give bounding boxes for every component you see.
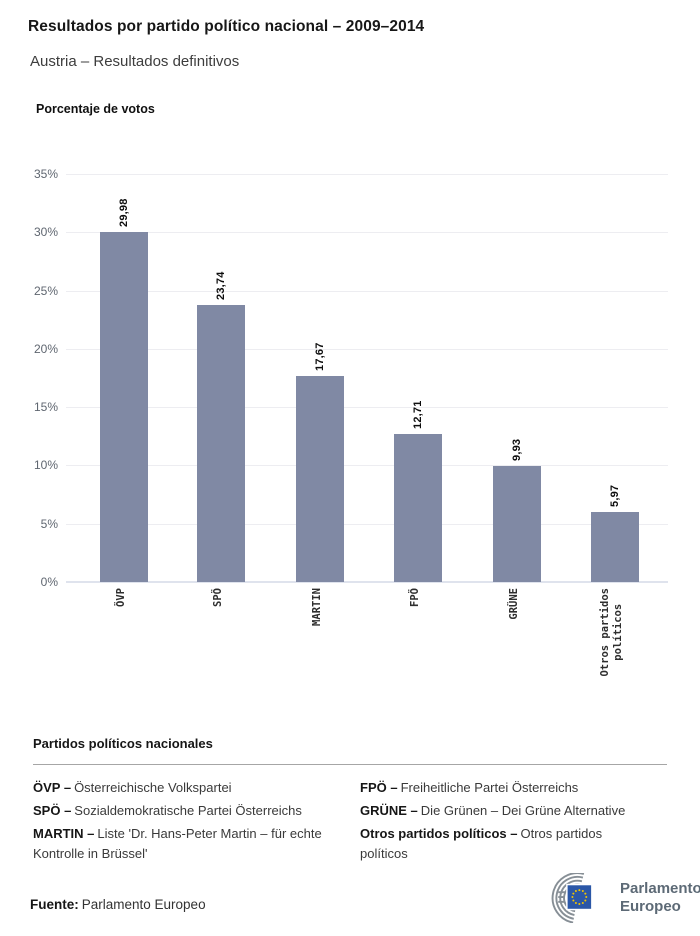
ep-logo-text-line1: Parlamento bbox=[620, 880, 700, 897]
y-tick-15: 15% bbox=[33, 400, 58, 415]
legend-item-grune: GRÜNE – Die Grünen – Dei Grüne Alternativ… bbox=[360, 801, 667, 821]
gridline-10 bbox=[66, 465, 668, 467]
legend-item-ovp: ÖVP – Österreichische Volkspartei bbox=[33, 778, 360, 798]
european-parliament-hemicycle-icon bbox=[551, 873, 593, 923]
ep-logo-text: Parlamento Europeo bbox=[620, 880, 700, 916]
x-tick-fpo: FPÖ bbox=[408, 588, 421, 607]
gridline-35 bbox=[66, 173, 668, 175]
y-tick-25: 25% bbox=[33, 283, 58, 298]
legend-item-spo: SPÖ – Sozialdemokratische Partei Österrei… bbox=[33, 801, 360, 821]
bar-martin bbox=[296, 375, 344, 582]
y-tick-20: 20% bbox=[33, 341, 58, 356]
bar-value-fpo: 12,71 bbox=[412, 400, 424, 429]
y-tick-0: 0% bbox=[40, 575, 58, 589]
legend-item-martin: MARTIN – Liste 'Dr. Hans-Peter Martin – f… bbox=[33, 824, 360, 864]
bar-spo bbox=[197, 305, 245, 582]
chart-title: Porcentaje de votos bbox=[36, 102, 155, 116]
bar-value-grune: 9,93 bbox=[511, 438, 523, 462]
x-tick-spo: SPÖ bbox=[211, 588, 224, 607]
legend-term: GRÜNE – bbox=[360, 803, 418, 818]
page-title: Resultados por partido político nacional… bbox=[28, 18, 425, 35]
legend-item-otros: Otros partidos políticos – Otros partidos… bbox=[360, 824, 667, 864]
ep-logo: Parlamento Europeo bbox=[516, 873, 700, 923]
y-tick-30: 30% bbox=[33, 225, 58, 240]
legend: Partidos políticos nacionales ÖVP – Öster… bbox=[33, 736, 667, 864]
bar-value-martin: 17,67 bbox=[314, 342, 326, 371]
legend-term: SPÖ – bbox=[33, 803, 72, 818]
x-tick-martin: MARTIN bbox=[310, 588, 323, 626]
source-label: Fuente: bbox=[30, 897, 79, 912]
page-subtitle: Austria – Resultados definitivos bbox=[30, 53, 240, 70]
bar-ovp bbox=[100, 232, 148, 582]
legend-definition: Sozialdemokratische Partei Österreichs bbox=[74, 803, 302, 818]
legend-definition: Otros partidos políticos bbox=[360, 826, 603, 861]
gridline-0 bbox=[66, 581, 668, 583]
gridline-25 bbox=[66, 290, 668, 292]
ep-logo-text-line2: Europeo bbox=[620, 898, 681, 915]
y-tick-5: 5% bbox=[40, 516, 58, 531]
legend-item-fpo: FPÖ – Freiheitliche Partei Österreichs bbox=[360, 778, 667, 798]
y-tick-10: 10% bbox=[33, 458, 58, 473]
x-tick-otros: Otros partidos políticos bbox=[599, 588, 624, 677]
legend-title: Partidos políticos nacionales bbox=[33, 736, 213, 751]
legend-term: MARTIN – bbox=[33, 826, 95, 841]
legend-grid: ÖVP – Österreichische Volkspartei SPÖ – So… bbox=[33, 778, 667, 864]
bar-value-spo: 23,74 bbox=[215, 271, 227, 301]
eu-flag-stars bbox=[571, 889, 588, 905]
bar-value-otros: 5,97 bbox=[609, 485, 621, 508]
bar-fpo bbox=[394, 433, 442, 582]
legend-term: FPÖ – bbox=[360, 780, 398, 795]
bar-otros bbox=[591, 512, 639, 582]
gridline-5 bbox=[66, 523, 668, 525]
y-tick-35: 35% bbox=[33, 166, 58, 181]
gridline-20 bbox=[66, 348, 668, 350]
bar-value-ovp: 29,98 bbox=[118, 198, 130, 228]
x-tick-grune: GRÜNE bbox=[507, 588, 520, 620]
legend-term: ÖVP – bbox=[33, 780, 72, 795]
eu-flag bbox=[566, 883, 593, 911]
legend-term: Otros partidos políticos – bbox=[360, 826, 518, 841]
legend-divider bbox=[33, 764, 667, 765]
legend-definition: Liste 'Dr. Hans-Peter Martin – für echte… bbox=[33, 826, 322, 861]
legend-definition: Österreichische Volkspartei bbox=[74, 780, 232, 795]
gridline-30 bbox=[66, 232, 668, 234]
source: Fuente: Parlamento Europeo bbox=[30, 897, 206, 912]
x-tick-ovp: ÖVP bbox=[114, 588, 127, 607]
bar-grune bbox=[493, 466, 541, 582]
legend-definition: Freiheitliche Partei Österreichs bbox=[400, 780, 579, 795]
legend-definition: Die Grünen – Dei Grüne Alternative bbox=[420, 803, 626, 818]
gridline-15 bbox=[66, 407, 668, 409]
source-value: Parlamento Europeo bbox=[81, 897, 206, 912]
